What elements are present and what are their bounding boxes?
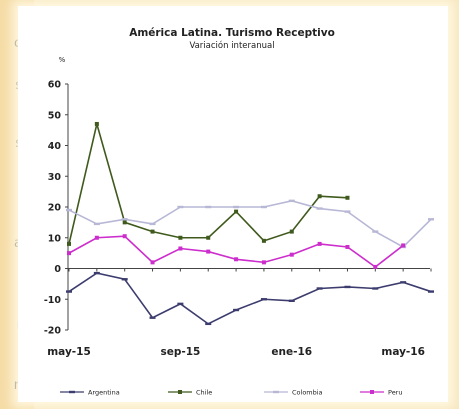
x-tick-label: may-16 bbox=[381, 346, 425, 358]
data-point-chile bbox=[150, 229, 155, 234]
y-tick-label: 10 bbox=[48, 233, 62, 244]
series-chile bbox=[67, 121, 350, 246]
data-point-peru bbox=[122, 234, 127, 239]
series-line-peru bbox=[68, 235, 404, 268]
x-tick-label: may-15 bbox=[47, 346, 91, 358]
series-argentina bbox=[66, 271, 434, 326]
page-text-fragment: n bbox=[0, 378, 22, 393]
y-tick-label: 60 bbox=[48, 80, 62, 91]
data-point-peru bbox=[401, 243, 406, 248]
data-point-peru bbox=[261, 260, 266, 265]
x-tick-label: ene-16 bbox=[271, 346, 312, 358]
series-peru bbox=[67, 234, 406, 269]
legend-label-argentina: Argentina bbox=[88, 389, 120, 397]
y-tick-label: 20 bbox=[48, 203, 62, 214]
data-point-chile bbox=[317, 194, 322, 199]
data-point-chile bbox=[206, 235, 211, 240]
line-chart: América Latina. Turismo Receptivo Variac… bbox=[44, 27, 434, 397]
data-point-chile bbox=[122, 220, 127, 225]
y-tick-label: 50 bbox=[48, 110, 62, 121]
y-tick-label: 0 bbox=[54, 264, 61, 275]
data-point-chile bbox=[261, 238, 266, 243]
series-line-colombia bbox=[68, 200, 432, 248]
x-tick-label: sep-15 bbox=[160, 346, 200, 358]
data-point-peru bbox=[150, 260, 155, 265]
y-tick-label: 40 bbox=[48, 141, 62, 152]
series-colombia bbox=[66, 199, 434, 249]
data-point-peru bbox=[234, 257, 239, 262]
chart-card: América Latina. Turismo Receptivo Variac… bbox=[18, 6, 448, 402]
data-point-peru bbox=[94, 235, 99, 240]
series-line-chile bbox=[68, 123, 348, 245]
legend-marker-peru bbox=[370, 390, 374, 394]
data-point-peru bbox=[206, 249, 211, 254]
chart-title: América Latina. Turismo Receptivo bbox=[129, 27, 335, 39]
chart-subtitle: Variación interanual bbox=[189, 40, 274, 51]
data-point-peru bbox=[317, 241, 322, 246]
data-point-peru bbox=[373, 264, 378, 269]
data-point-peru bbox=[289, 252, 294, 257]
y-tick-label: 30 bbox=[48, 172, 62, 183]
data-point-peru bbox=[67, 251, 71, 256]
data-point-chile bbox=[345, 195, 350, 200]
legend-label-chile: Chile bbox=[196, 389, 212, 397]
data-point-chile bbox=[289, 229, 294, 234]
y-tick-label: -10 bbox=[44, 295, 62, 306]
data-point-peru bbox=[345, 244, 350, 249]
legend-marker-chile bbox=[178, 390, 182, 394]
y-tick-label: -20 bbox=[44, 326, 62, 337]
data-point-peru bbox=[178, 246, 183, 251]
data-point-chile bbox=[94, 121, 99, 126]
legend-label-colombia: Colombia bbox=[292, 389, 323, 397]
series-line-argentina bbox=[68, 272, 432, 325]
y-axis-unit: % bbox=[59, 56, 66, 64]
data-point-chile bbox=[178, 235, 183, 240]
data-point-chile bbox=[234, 209, 239, 214]
data-point-chile bbox=[67, 241, 71, 246]
legend-label-peru: Peru bbox=[388, 389, 402, 397]
